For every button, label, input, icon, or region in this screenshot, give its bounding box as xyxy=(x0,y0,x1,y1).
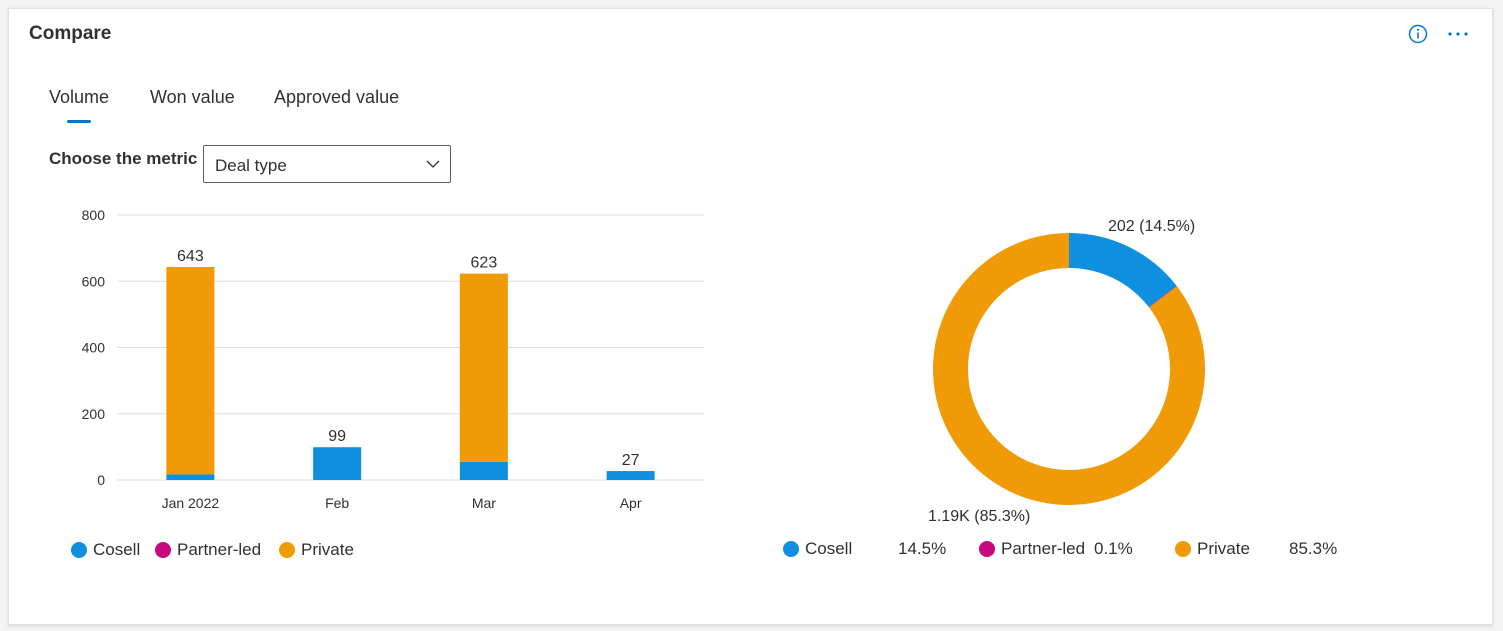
x-tick-label: Mar xyxy=(472,495,496,511)
donut-label-private: 1.19K (85.3%) xyxy=(928,508,1030,525)
bar-total-label: 623 xyxy=(471,255,498,272)
bar-total-label: 27 xyxy=(622,452,640,469)
donut-chart: 202 (14.5%) 1.19K (85.3%) xyxy=(879,199,1259,529)
bar-chart: 0 200 400 600 800 643 Jan 2022 99 Feb 623 Mar 27 Apr xyxy=(59,205,719,525)
card-title: Compare xyxy=(29,23,111,45)
donut-legend-label-partner-led: Partner-led xyxy=(1001,539,1085,559)
donut-legend-pct-cosell: 14.5% xyxy=(898,539,946,559)
legend-dot-private xyxy=(279,542,295,558)
tab-approved-value[interactable]: Approved value xyxy=(274,87,399,108)
x-tick-label: Feb xyxy=(325,495,349,511)
metric-dropdown[interactable]: Deal type xyxy=(203,145,451,183)
donut-legend-dot-cosell xyxy=(783,541,799,557)
more-horizontal-icon[interactable] xyxy=(1445,23,1471,45)
legend-dot-partner-led xyxy=(155,542,171,558)
donut-label-cosell: 202 (14.5%) xyxy=(1108,218,1195,235)
y-tick-label: 400 xyxy=(82,340,106,356)
legend-label-private: Private xyxy=(301,540,354,560)
donut-legend-dot-partner-led xyxy=(979,541,995,557)
metric-dropdown-value: Deal type xyxy=(215,156,287,176)
bar-cosell-feb xyxy=(313,447,361,480)
legend-label-cosell: Cosell xyxy=(93,540,140,560)
bar-private-mar xyxy=(460,274,508,462)
legend-dot-cosell xyxy=(71,542,87,558)
donut-legend-label-cosell: Cosell xyxy=(805,539,852,559)
legend-label-partner-led: Partner-led xyxy=(177,540,261,560)
y-tick-label: 0 xyxy=(97,472,105,488)
x-tick-label: Apr xyxy=(620,495,642,511)
bar-total-label: 643 xyxy=(177,248,204,265)
bar-total-label: 99 xyxy=(328,428,346,445)
info-icon[interactable] xyxy=(1407,23,1429,45)
compare-card: Compare Volume Won value Approved value … xyxy=(8,8,1493,625)
bar-private-jan-2022 xyxy=(166,267,214,474)
donut-chart-legend: Cosell 14.5% Partner-led 0.1% Private 85… xyxy=(783,539,1363,561)
donut-legend-pct-private: 85.3% xyxy=(1289,539,1337,559)
donut-legend-dot-private xyxy=(1175,541,1191,557)
y-tick-label: 600 xyxy=(82,273,106,289)
metric-label: Choose the metric xyxy=(49,149,197,169)
donut-legend-label-private: Private xyxy=(1197,539,1250,559)
chevron-down-icon xyxy=(425,156,441,172)
tab-selected-indicator xyxy=(67,120,91,123)
donut-legend-pct-partner-led: 0.1% xyxy=(1094,539,1133,559)
bar-chart-legend: Cosell Partner-led Private xyxy=(71,540,391,562)
donut-slice-cosell xyxy=(1069,233,1176,307)
bar-cosell-apr xyxy=(607,471,655,480)
x-tick-label: Jan 2022 xyxy=(162,495,220,511)
y-tick-label: 800 xyxy=(82,207,106,223)
tab-won-value[interactable]: Won value xyxy=(150,87,235,108)
y-tick-label: 200 xyxy=(82,406,106,422)
bar-cosell-mar xyxy=(460,462,508,480)
tab-volume[interactable]: Volume xyxy=(49,87,109,108)
bar-cosell-jan-2022 xyxy=(166,474,214,480)
